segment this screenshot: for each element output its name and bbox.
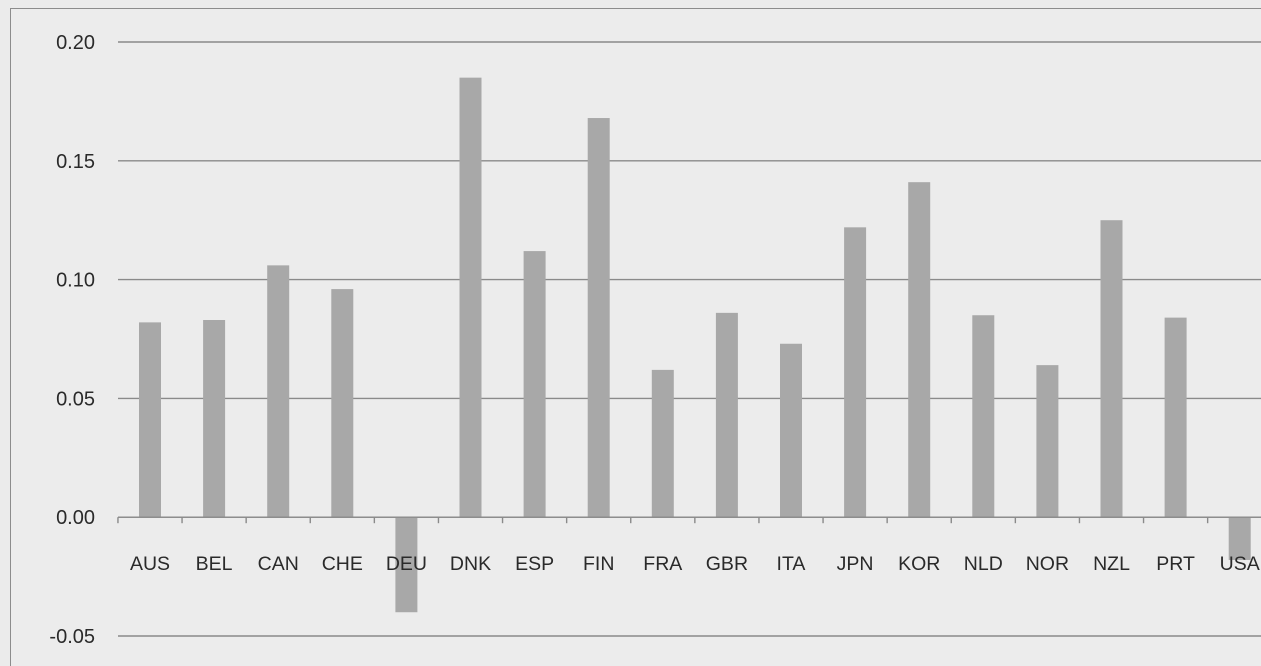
bar-bel <box>203 319 226 518</box>
x-tick-label: PRT <box>1156 553 1195 575</box>
x-axis <box>117 516 1261 524</box>
bar-nld <box>972 315 995 518</box>
x-tick-label: FRA <box>643 553 682 575</box>
y-tick-label: 0.10 <box>56 270 95 292</box>
y-tick-label: -0.05 <box>49 626 95 648</box>
y-tick-label: 0.00 <box>56 507 95 529</box>
bar-fin <box>587 118 610 518</box>
bar-can <box>267 265 290 518</box>
bar-kor <box>908 182 931 518</box>
x-tick-label: ITA <box>777 553 806 575</box>
x-tick-label: DEU <box>386 553 427 575</box>
bar-che <box>331 289 354 518</box>
x-tick-label: NLD <box>964 553 1003 575</box>
gridlines <box>118 41 1261 637</box>
x-tick-label: KOR <box>898 553 940 575</box>
bar-fra <box>651 369 674 518</box>
bar-gbr <box>715 312 738 518</box>
y-tick-label: 0.20 <box>56 32 95 54</box>
bar-jpn <box>844 227 867 518</box>
x-tick-label: FIN <box>583 553 614 575</box>
bar-nor <box>1036 365 1059 518</box>
x-tick-label: AUS <box>130 553 170 575</box>
x-tick-label: ESP <box>515 553 554 575</box>
x-tick-label: GBR <box>706 553 748 575</box>
x-axis-labels: AUS BEL CAN CHE DEU DNK ESP FIN FRA GBR ITA JPN KOR N… <box>130 553 1260 575</box>
bar-nzl <box>1100 220 1123 518</box>
y-tick-label: 0.15 <box>56 151 95 173</box>
bar-prt <box>1164 317 1187 518</box>
x-tick-label: JPN <box>837 553 874 575</box>
x-tick-label: USA <box>1220 553 1260 575</box>
bar-usa <box>1228 517 1251 560</box>
x-tick-label: BEL <box>196 553 233 575</box>
bar-aus <box>139 322 161 518</box>
bar-ita <box>780 343 802 518</box>
x-tick-label: NOR <box>1026 553 1069 575</box>
x-tick-label: NZL <box>1093 553 1130 575</box>
x-tick-label: CAN <box>258 553 299 575</box>
bar-esp <box>523 251 546 518</box>
x-tick-label: DNK <box>450 553 491 575</box>
y-tick-label: 0.05 <box>56 388 95 410</box>
bars <box>139 77 1251 613</box>
bar-deu <box>395 517 418 613</box>
x-tick-label: CHE <box>322 553 363 575</box>
y-axis-ticks: -0.05 0.00 0.05 0.10 0.15 0.20 <box>49 32 95 648</box>
bar-dnk <box>459 77 482 518</box>
